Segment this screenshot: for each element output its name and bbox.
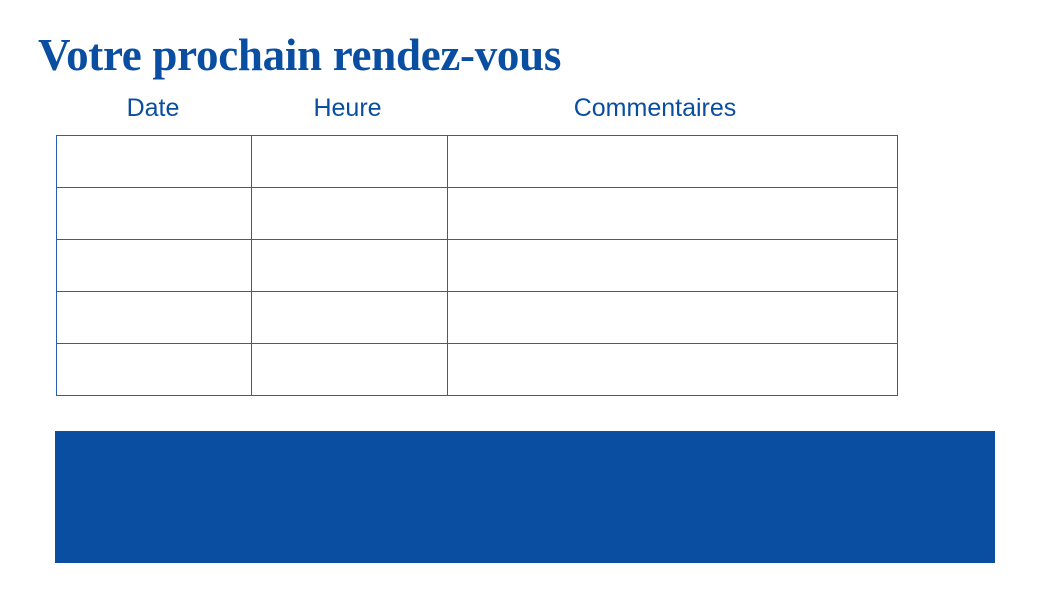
table-row bbox=[56, 187, 898, 240]
date-cell[interactable] bbox=[56, 343, 252, 396]
column-header-date: Date bbox=[126, 94, 180, 122]
page-title: Votre prochain rendez-vous bbox=[38, 30, 562, 80]
comment-cell[interactable] bbox=[447, 187, 898, 240]
table-row bbox=[56, 291, 898, 344]
date-cell[interactable] bbox=[56, 135, 252, 188]
date-cell[interactable] bbox=[56, 291, 252, 344]
table-row bbox=[56, 135, 898, 188]
appointment-table bbox=[56, 135, 898, 396]
comment-cell[interactable] bbox=[447, 343, 898, 396]
date-cell[interactable] bbox=[56, 239, 252, 292]
blue-banner bbox=[55, 431, 995, 563]
time-cell[interactable] bbox=[251, 291, 448, 344]
table-row bbox=[56, 343, 898, 396]
date-cell[interactable] bbox=[56, 187, 252, 240]
time-cell[interactable] bbox=[251, 135, 448, 188]
time-cell[interactable] bbox=[251, 239, 448, 292]
column-header-comments: Commentaires bbox=[573, 94, 737, 122]
column-header-time: Heure bbox=[313, 94, 382, 122]
time-cell[interactable] bbox=[251, 187, 448, 240]
comment-cell[interactable] bbox=[447, 239, 898, 292]
comment-cell[interactable] bbox=[447, 135, 898, 188]
time-cell[interactable] bbox=[251, 343, 448, 396]
comment-cell[interactable] bbox=[447, 291, 898, 344]
table-row bbox=[56, 239, 898, 292]
